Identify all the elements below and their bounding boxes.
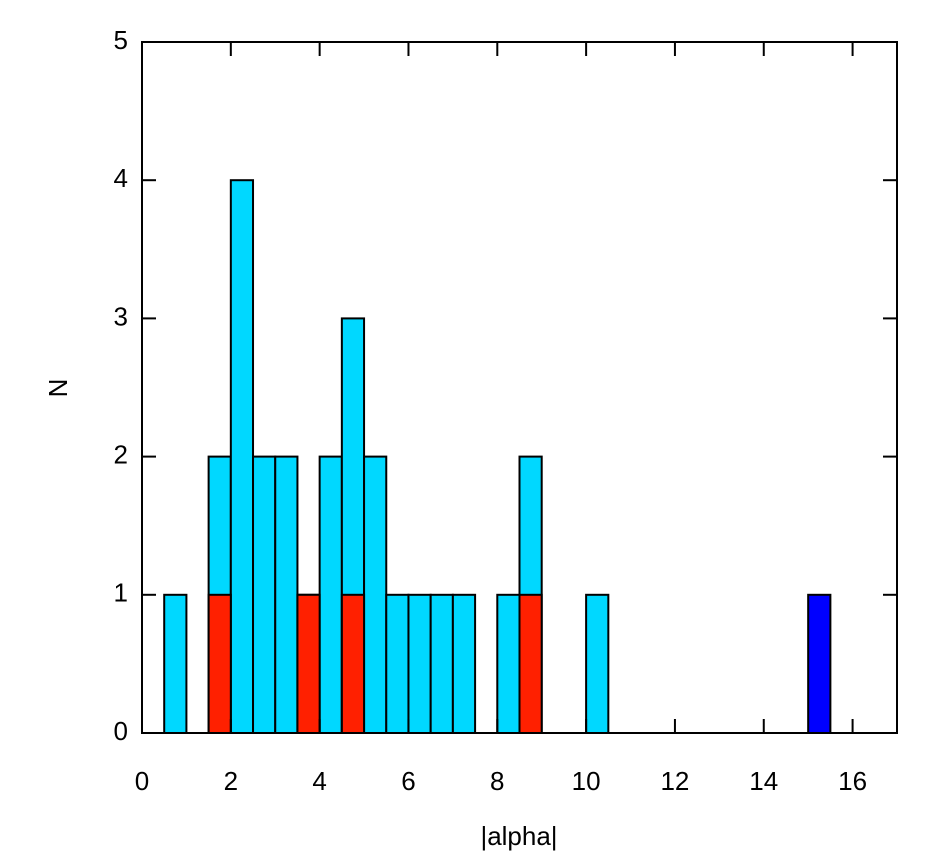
y-tick-label: 1 bbox=[114, 578, 128, 608]
bar bbox=[451, 593, 477, 734]
bar bbox=[385, 593, 410, 734]
plot-frame bbox=[141, 41, 898, 734]
bar bbox=[407, 593, 432, 734]
x-tick-label: 16 bbox=[838, 766, 867, 796]
y-tick-label: 0 bbox=[114, 716, 128, 746]
x-tick-label: 8 bbox=[490, 766, 504, 796]
bar bbox=[807, 593, 832, 734]
x-tick-label: 0 bbox=[135, 766, 149, 796]
x-tick-label: 4 bbox=[312, 766, 326, 796]
y-tick-label: 4 bbox=[114, 163, 128, 193]
bar bbox=[252, 455, 277, 734]
bar bbox=[363, 455, 388, 734]
x-tick-label: 14 bbox=[749, 766, 778, 796]
x-tick-label: 6 bbox=[401, 766, 415, 796]
bar bbox=[340, 593, 366, 734]
bar bbox=[429, 593, 454, 734]
bar bbox=[496, 593, 521, 734]
x-tick-label: 12 bbox=[660, 766, 689, 796]
bar bbox=[229, 179, 255, 734]
y-tick-label: 3 bbox=[114, 301, 128, 331]
x-tick-label: 10 bbox=[572, 766, 601, 796]
bar bbox=[318, 455, 343, 734]
bar bbox=[296, 593, 321, 734]
x-axis-label: |alpha| bbox=[480, 821, 557, 851]
bar bbox=[585, 593, 610, 734]
bar bbox=[274, 455, 299, 734]
bar bbox=[207, 593, 232, 734]
y-tick-label: 5 bbox=[114, 25, 128, 55]
x-tick-label: 2 bbox=[224, 766, 238, 796]
y-axis-label: N bbox=[43, 379, 73, 398]
bar bbox=[518, 593, 543, 734]
bar bbox=[163, 593, 188, 734]
y-tick-label: 2 bbox=[114, 439, 128, 469]
